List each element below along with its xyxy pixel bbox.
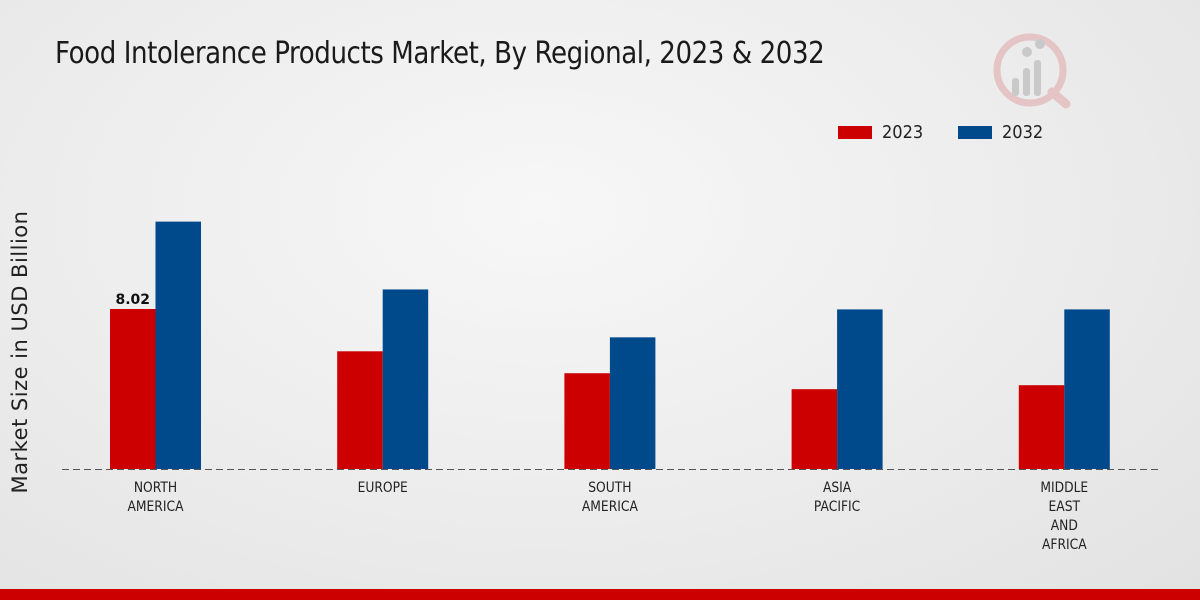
bar-2032-asia-pacific	[837, 309, 883, 469]
x-tick-label-europe-line-0: EUROPE	[358, 480, 408, 496]
brand-logo-icon	[993, 33, 1071, 109]
legend-swatch-2023	[838, 126, 872, 139]
bar-2023-north-america	[110, 309, 156, 469]
x-tick-label-south-america-line-1: AMERICA	[582, 499, 638, 515]
legend-label-2023: 2023	[882, 122, 924, 143]
legend-swatch-2032	[958, 126, 992, 139]
legend-item-2032: 2032	[958, 122, 1048, 143]
chart-title: Food Intolerance Products Market, By Reg…	[55, 36, 825, 71]
legend-item-2023: 2023	[838, 122, 928, 143]
x-tick-label-middle-east-and-africa-line-2: AND	[1051, 518, 1078, 534]
bar-2023-europe	[337, 351, 383, 469]
x-tick-label-asia-pacific-line-1: PACIFIC	[814, 499, 860, 515]
bar-2023-asia-pacific	[791, 389, 838, 469]
bar-2032-middle-east-and-africa	[1064, 309, 1110, 469]
x-tick-label-south-america-line-0: SOUTH	[588, 480, 631, 496]
bar-2023-south-america	[564, 373, 610, 469]
x-tick-label-north-america-line-1: AMERICA	[127, 499, 183, 515]
bottom-accent-bar	[0, 589, 1200, 600]
bar-2032-south-america	[609, 337, 656, 469]
bar-2023-middle-east-and-africa	[1018, 385, 1065, 469]
x-tick-label-middle-east-and-africa-line-3: AFRICA	[1042, 537, 1087, 553]
data-label-2023-0: 8.02	[115, 292, 150, 308]
legend-label-2032: 2032	[1002, 122, 1044, 143]
bar-2032-north-america	[155, 221, 201, 469]
x-tick-label-asia-pacific-line-0: ASIA	[823, 480, 851, 496]
x-tick-label-north-america-line-0: NORTH	[134, 480, 177, 496]
bar-2032-europe	[382, 289, 429, 469]
x-tick-label-middle-east-and-africa-line-0: MIDDLE	[1040, 480, 1088, 496]
x-tick-label-middle-east-and-africa-line-1: EAST	[1049, 499, 1081, 515]
